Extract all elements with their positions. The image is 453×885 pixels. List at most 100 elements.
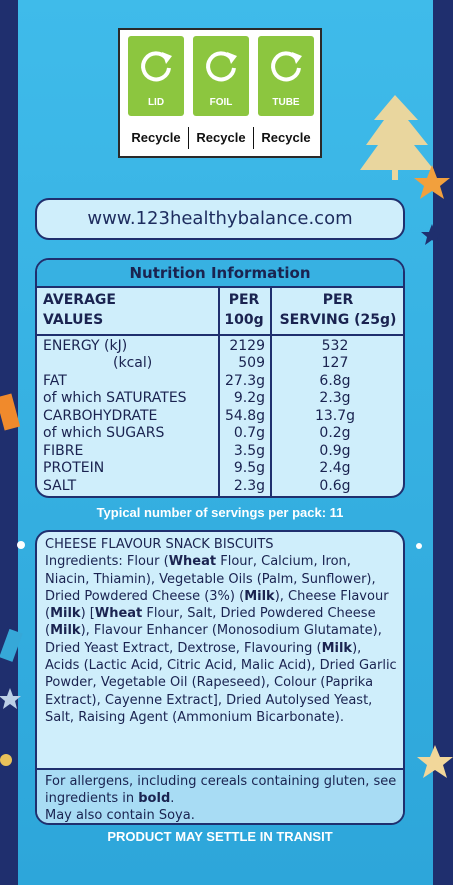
recycle-arrow-icon bbox=[271, 51, 302, 82]
column-divider bbox=[218, 288, 220, 496]
table-row: PROTEIN 9.5g 2.4g bbox=[37, 460, 403, 477]
recycle-tube-caption: Recycle bbox=[261, 130, 311, 145]
allergen-text-part: For allergens, including cereals contain… bbox=[45, 774, 397, 806]
nutrition-header: AVERAGE VALUES PER 100g PER SERVING (25g… bbox=[37, 288, 403, 336]
allergen-word: Milk bbox=[321, 640, 353, 656]
ingredients-text: CHEESE FLAVOUR SNACK BISCUITS Ingredient… bbox=[45, 536, 397, 726]
header-serving-size: SERVING (25g) bbox=[279, 312, 397, 328]
header-per-serving: PER bbox=[322, 292, 354, 308]
nutrition-title: Nutrition Information bbox=[37, 260, 403, 288]
ingredients-box: CHEESE FLAVOUR SNACK BISCUITS Ingredient… bbox=[35, 530, 405, 825]
nutrient-name: ENERGY (kJ) bbox=[43, 338, 128, 354]
nutrient-name: of which SATURATES bbox=[43, 390, 187, 406]
soya-warning: May also contain Soya. bbox=[45, 808, 195, 823]
star-icon bbox=[0, 688, 21, 709]
ingredient-text: ), Acids (Lactic Acid, Citric Acid, Mali… bbox=[45, 640, 397, 725]
allergen-text-part: . bbox=[170, 791, 175, 806]
servings-per-pack: Typical number of servings per pack: 11 bbox=[96, 505, 344, 520]
dot-icon bbox=[0, 754, 12, 766]
allergen-word: Wheat bbox=[168, 554, 217, 570]
ribbon-icon bbox=[0, 628, 23, 662]
per-100g-value: 9.5g bbox=[233, 460, 265, 476]
per-serving-value: 13.7g bbox=[314, 408, 356, 424]
nutrient-name: FAT bbox=[43, 373, 67, 389]
star-icon bbox=[414, 165, 450, 199]
recycle-arrow-icon bbox=[206, 51, 237, 82]
website-url: www.123healthybalance.com bbox=[35, 198, 405, 240]
divider bbox=[188, 127, 189, 149]
allergen-text: For allergens, including cereals contain… bbox=[45, 773, 397, 823]
dot-icon bbox=[17, 541, 25, 549]
nutrient-name: FIBRE bbox=[43, 443, 84, 459]
nutrition-table: Nutrition Information AVERAGE VALUES PER… bbox=[35, 258, 405, 498]
recycle-lid-label: LID bbox=[147, 97, 165, 108]
column-divider bbox=[270, 288, 272, 496]
nutrient-name: (kcal) bbox=[113, 355, 153, 371]
header-values: VALUES bbox=[43, 312, 104, 328]
table-row: (kcal) 509 127 bbox=[37, 355, 403, 372]
table-row: of which SATURATES 9.2g 2.3g bbox=[37, 390, 403, 407]
ingredient-text: Ingredients: Flour ( bbox=[45, 554, 169, 570]
per-100g-value: 2129 bbox=[229, 338, 265, 354]
allergen-advice: For allergens, including cereals contain… bbox=[37, 768, 403, 823]
per-100g-value: 54.8g bbox=[224, 408, 265, 424]
table-row: SALT 2.3g 0.6g bbox=[37, 478, 403, 495]
recycle-foil-badge: FOIL bbox=[193, 36, 249, 116]
table-row: of which SUGARS 0.7g 0.2g bbox=[37, 425, 403, 442]
nutrient-name: PROTEIN bbox=[43, 460, 105, 476]
per-serving-value: 127 bbox=[321, 355, 349, 371]
per-100g-value: 2.3g bbox=[233, 478, 265, 494]
product-name: CHEESE FLAVOUR SNACK BISCUITS bbox=[45, 537, 274, 552]
allergen-line: For allergens, including cereals contain… bbox=[45, 773, 397, 807]
per-100g-value: 9.2g bbox=[233, 390, 265, 406]
settle-notice: PRODUCT MAY SETTLE IN TRANSIT bbox=[107, 829, 333, 844]
divider bbox=[253, 127, 254, 149]
per-100g-value: 0.7g bbox=[233, 425, 265, 441]
per-serving-value: 2.3g bbox=[319, 390, 351, 406]
recycle-tube-label: TUBE bbox=[272, 97, 300, 108]
per-serving-value: 2.4g bbox=[319, 460, 351, 476]
recycle-tube-badge: TUBE bbox=[258, 36, 314, 116]
ingredients-list: Ingredients: Flour (Wheat Flour, Calcium… bbox=[45, 553, 397, 726]
tree-icon bbox=[360, 95, 434, 180]
table-row: FAT 27.3g 6.8g bbox=[37, 373, 403, 390]
recycle-labels: LID FOIL TUBE Recycle Recycle Recycle bbox=[118, 28, 322, 158]
per-100g-value: 3.5g bbox=[233, 443, 265, 459]
per-serving-value: 0.9g bbox=[319, 443, 351, 459]
table-row: ENERGY (kJ) 2129 532 bbox=[37, 338, 403, 355]
ingredient-text: Flour, Calcium, Iron, Niacin, Thiamin), … bbox=[45, 554, 376, 604]
ingredient-text: ) [ bbox=[80, 606, 95, 622]
ribbon-icon bbox=[0, 393, 21, 431]
ingredient-text: Flour, Salt, Dried Powdered Cheese ( bbox=[45, 606, 376, 639]
header-100g: 100g bbox=[224, 312, 264, 328]
allergen-word: Milk bbox=[50, 606, 81, 622]
allergen-word: Milk bbox=[244, 588, 275, 604]
star-icon bbox=[417, 745, 453, 778]
per-100g-value: 27.3g bbox=[224, 373, 265, 389]
dot-icon bbox=[416, 543, 422, 549]
star-icon bbox=[421, 224, 443, 245]
ingredient-text: ), Flavour Enhancer (Monosodium Glutamat… bbox=[45, 623, 382, 656]
header-per: PER bbox=[228, 292, 260, 308]
recycle-lid-badge: LID bbox=[128, 36, 184, 116]
nutrient-name: SALT bbox=[43, 478, 77, 494]
per-100g-value: 509 bbox=[238, 355, 265, 371]
recycle-arrow-icon bbox=[141, 51, 172, 82]
per-serving-value: 6.8g bbox=[319, 373, 351, 389]
recycle-lid-caption: Recycle bbox=[131, 130, 181, 145]
allergen-word: Milk bbox=[50, 623, 81, 639]
ingredient-text: ), Cheese Flavour ( bbox=[45, 588, 389, 622]
allergen-bold-word: bold bbox=[138, 791, 171, 806]
header-average: AVERAGE bbox=[43, 292, 116, 308]
recycle-foil-label: FOIL bbox=[209, 97, 233, 108]
table-row: FIBRE 3.5g 0.9g bbox=[37, 443, 403, 460]
nutrient-name: CARBOHYDRATE bbox=[43, 408, 158, 424]
per-serving-value: 0.2g bbox=[319, 425, 351, 441]
per-serving-value: 532 bbox=[321, 338, 349, 354]
allergen-word: Wheat bbox=[94, 606, 143, 622]
recycle-foil-caption: Recycle bbox=[196, 130, 246, 145]
nutrient-name: of which SUGARS bbox=[43, 425, 165, 441]
table-row: CARBOHYDRATE 54.8g 13.7g bbox=[37, 408, 403, 425]
per-serving-value: 0.6g bbox=[319, 478, 351, 494]
